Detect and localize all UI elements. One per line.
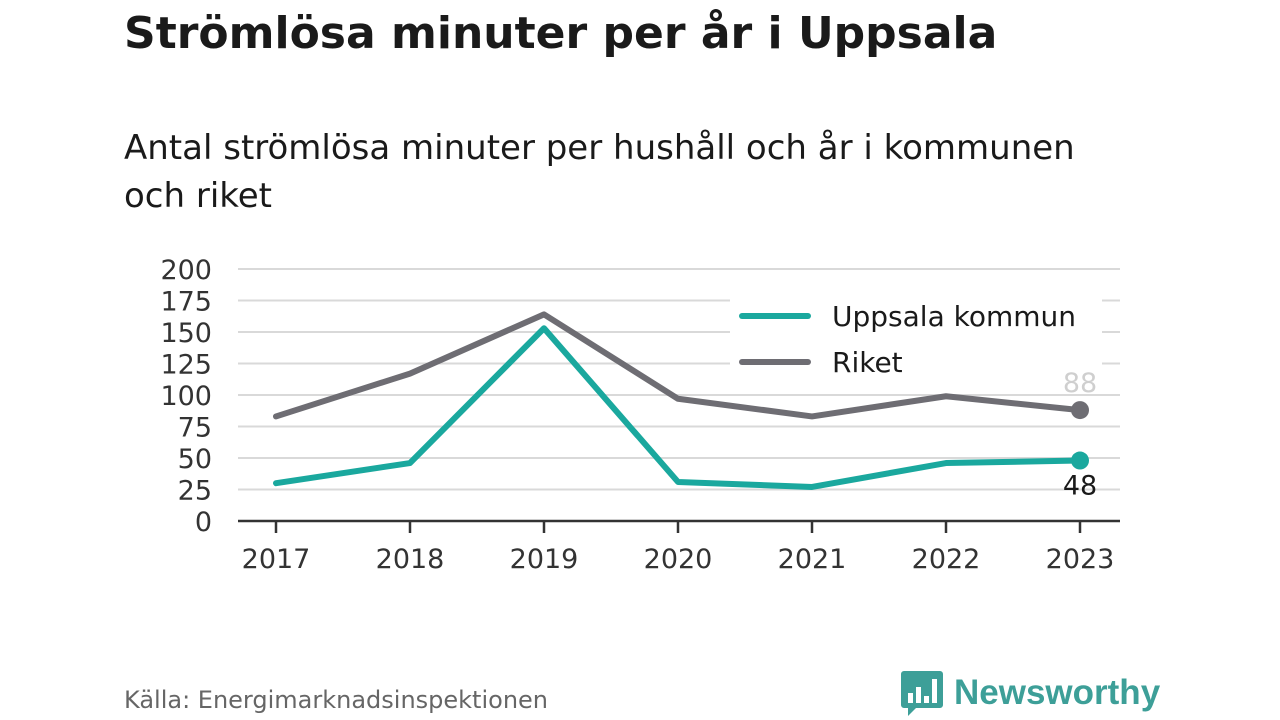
y-tick-label: 25 xyxy=(178,476,212,507)
series-lines xyxy=(273,311,1089,490)
brand-name: Newsworthy xyxy=(954,673,1161,712)
chart-title: Strömlösa minuter per år i Uppsala xyxy=(124,8,998,59)
chart-subtitle: Antal strömlösa minuter per hushåll och … xyxy=(124,128,1075,216)
y-tick-label: 0 xyxy=(195,507,212,538)
legend: Uppsala kommun Riket xyxy=(730,296,1102,384)
x-tick-label: 2022 xyxy=(912,544,981,575)
data-label-riket: 88 xyxy=(1063,368,1097,399)
x-tick-label: 2018 xyxy=(376,544,445,575)
y-tick-label: 175 xyxy=(160,287,212,318)
series-line-uppsala-kommun xyxy=(273,325,1083,490)
series-line-riket xyxy=(273,311,1083,420)
y-tick-label: 200 xyxy=(160,255,212,286)
x-tick-label: 2019 xyxy=(510,544,579,575)
brand-logo: Newsworthy xyxy=(900,668,1160,718)
x-tick-label: 2023 xyxy=(1046,544,1115,575)
y-tick-label: 100 xyxy=(160,381,212,412)
source-note: Källa: Energimarknadsinspektionen xyxy=(124,686,549,714)
y-tick-label: 50 xyxy=(178,444,212,475)
y-tick-label: 75 xyxy=(178,413,212,444)
y-tick-label: 150 xyxy=(160,318,212,349)
series-end-point-riket xyxy=(1071,401,1089,420)
x-tick-label: 2017 xyxy=(242,544,311,575)
y-tick-label: 125 xyxy=(160,350,212,381)
x-tick-label: 2020 xyxy=(644,544,713,575)
series-end-point-uppsala-kommun xyxy=(1071,451,1089,470)
end-labels: 48 88 xyxy=(1063,368,1097,501)
legend-label-riket: Riket xyxy=(832,346,903,379)
bar-chart-speech-bubble-icon xyxy=(901,671,943,716)
data-label-uppsala-kommun: 48 xyxy=(1063,471,1097,502)
x-axis: 2017 2018 2019 2020 2021 2022 2023 xyxy=(238,519,1120,575)
legend-label-uppsala-kommun: Uppsala kommun xyxy=(832,300,1076,333)
legend-background xyxy=(730,296,1102,384)
x-tick-label: 2021 xyxy=(778,544,847,575)
